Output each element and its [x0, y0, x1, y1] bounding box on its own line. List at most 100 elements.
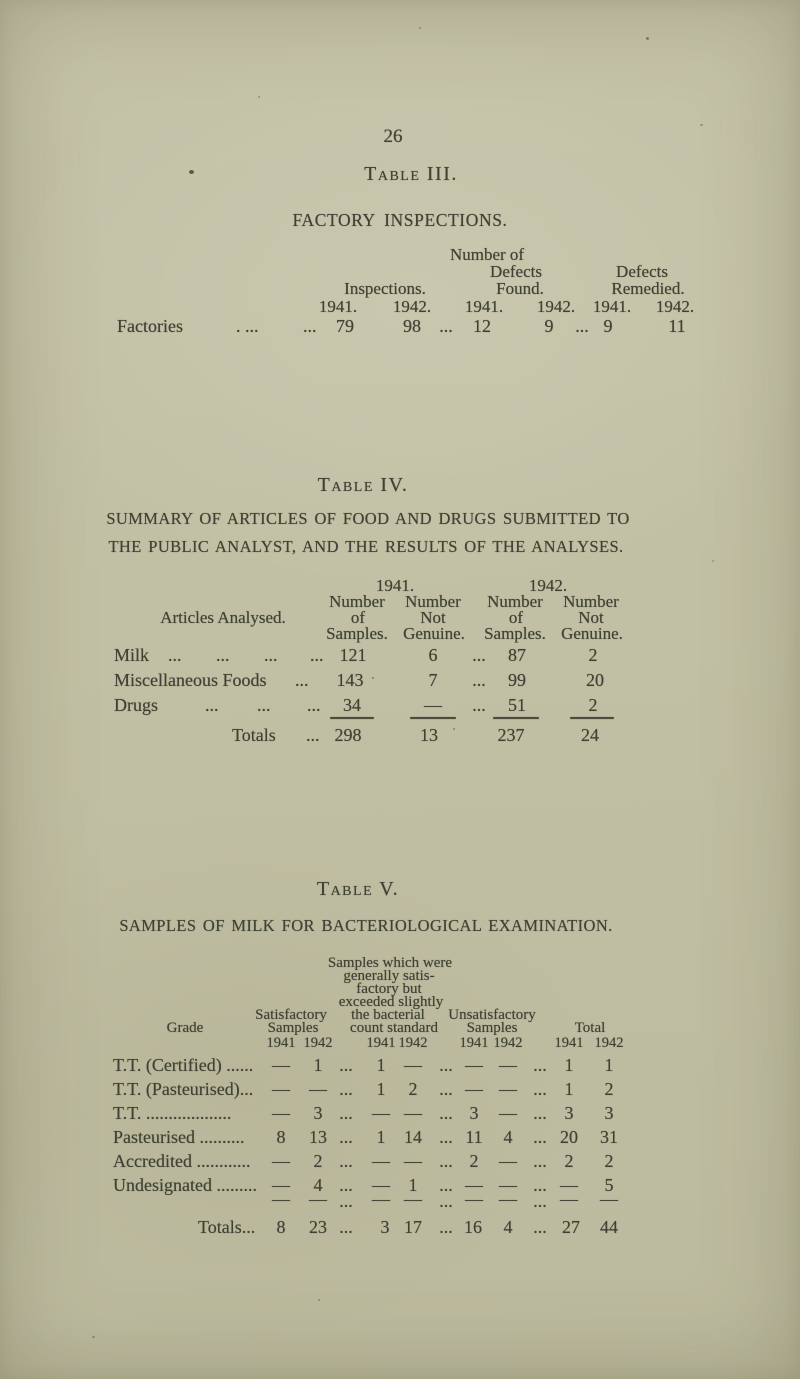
t5-cell: — — [272, 1079, 290, 1099]
t5-cell: 1 — [376, 1127, 386, 1147]
t5-row-label: Undesignated ......... — [113, 1175, 257, 1195]
t5-separator-dash: — — [272, 1189, 290, 1209]
t5-cell: 2 — [469, 1151, 479, 1171]
leader-dots: ... — [439, 1191, 453, 1211]
t4-subheader-number: Number — [405, 592, 461, 611]
leader-dots: ... — [339, 1079, 353, 1099]
t3-cell: 9 — [603, 316, 613, 336]
t5-cell: — — [499, 1151, 517, 1171]
t5-col-unsatisfactory-line: Samples — [466, 1020, 518, 1036]
t4-cell: 87 — [508, 645, 526, 665]
t3-cell: 9 — [544, 316, 554, 336]
t5-year: 1941 — [459, 1035, 489, 1051]
t4-total-cell: 298 — [334, 725, 362, 745]
t5-cell: 2 — [408, 1079, 418, 1099]
t5-cell: 11 — [465, 1127, 483, 1147]
t5-separator-dash: — — [499, 1189, 517, 1209]
t4-cell: 34 — [343, 695, 361, 715]
t3-cell: 98 — [403, 316, 421, 336]
t5-separator-dash: — — [372, 1189, 390, 1209]
t3-defects-remedied-line2: Remedied. — [611, 279, 685, 298]
page-number: 26 — [383, 126, 403, 147]
leader-dots: ... — [295, 670, 309, 690]
t4-total-cell: 13 — [420, 725, 438, 745]
leader-dots: ... — [216, 645, 230, 665]
t5-totals-label: Totals... — [198, 1217, 256, 1237]
t5-cell: — — [272, 1103, 290, 1123]
t5-total-cell: 44 — [600, 1217, 618, 1237]
table5-title: Table V. — [316, 878, 400, 900]
t5-year: 1941 — [366, 1035, 396, 1051]
t5-cell: — — [404, 1103, 422, 1123]
t5-cell: — — [404, 1151, 422, 1171]
t4-subheader-genuine: Genuine. — [403, 624, 465, 643]
ink-speck — [712, 560, 714, 562]
t5-separator-dash: — — [600, 1189, 618, 1209]
leader-dots: ... — [533, 1127, 547, 1147]
t5-row-label: Accredited ............ — [113, 1151, 251, 1171]
t5-separator-dash: — — [309, 1189, 327, 1209]
leader-dots: ... — [472, 695, 486, 715]
t3-year: 1942. — [536, 297, 576, 316]
t3-cell: 11 — [668, 316, 686, 336]
t4-subheader-not: Not — [420, 608, 446, 627]
leader-dots: ... — [307, 695, 321, 715]
t4-subheader-genuine: Genuine. — [561, 624, 623, 643]
t4-total-cell: 237 — [497, 725, 525, 745]
t5-cell: 3 — [604, 1103, 614, 1123]
t5-cell: 1 — [604, 1055, 614, 1075]
t5-year: 1941 — [554, 1035, 584, 1051]
t5-cell: 1 — [376, 1079, 386, 1099]
t5-cell: 2 — [313, 1151, 323, 1171]
t5-total-cell: 16 — [464, 1217, 482, 1237]
table5-heading: SAMPLES OF MILK FOR BACTERIOLOGICAL EXAM… — [119, 916, 613, 935]
t5-cell: — — [560, 1175, 578, 1195]
t5-cell: 14 — [404, 1127, 422, 1147]
t5-row-label: T.T. ................... — [113, 1103, 232, 1123]
t5-cell: 2 — [564, 1151, 574, 1171]
t5-cell: — — [372, 1103, 390, 1123]
ink-speck — [453, 728, 455, 730]
leader-dots: ... — [533, 1079, 547, 1099]
t4-cell: 51 — [508, 695, 526, 715]
leader-dots: ... — [439, 1217, 453, 1237]
leader-dots: ... — [439, 316, 453, 336]
totals-rule — [493, 717, 539, 719]
t5-cell: — — [499, 1103, 517, 1123]
leader-dots: ... — [439, 1055, 453, 1075]
leader-dots: ... — [533, 1055, 547, 1075]
t5-col-slightly-line: generally satis- — [343, 968, 435, 984]
t5-cell: — — [309, 1079, 327, 1099]
leader-dots: ... — [533, 1191, 547, 1211]
leader-dots: ... — [533, 1151, 547, 1171]
t5-cell: — — [372, 1151, 390, 1171]
t5-year: 1942 — [398, 1035, 428, 1051]
t5-total-cell: 17 — [404, 1217, 422, 1237]
t5-cell: 2 — [604, 1151, 614, 1171]
t4-subheader-not: Not — [578, 608, 604, 627]
t4-row-label: Drugs — [114, 695, 158, 715]
t5-cell: 2 — [604, 1079, 614, 1099]
t5-col-slightly-line: factory but — [356, 981, 422, 997]
t4-year-1942: 1942. — [528, 576, 568, 595]
leader-dots: ... — [533, 1217, 547, 1237]
t4-cell: 2 — [588, 695, 598, 715]
leader-dots: ... — [339, 1055, 353, 1075]
t4-cell: 6 — [428, 645, 438, 665]
leader-dots: ... — [264, 645, 278, 665]
t5-cell: — — [272, 1175, 290, 1195]
t4-cell: 99 — [508, 670, 526, 690]
t5-row-label: Pasteurised .......... — [113, 1127, 245, 1147]
t5-cell: 4 — [503, 1127, 513, 1147]
t3-cell: 79 — [336, 316, 354, 336]
t5-cell: — — [465, 1175, 483, 1195]
table4-heading-line1: SUMMARY OF ARTICLES OF FOOD AND DRUGS SU… — [106, 509, 630, 528]
t5-cell: 4 — [313, 1175, 323, 1195]
t4-cell: 7 — [428, 670, 438, 690]
table4-title: Table IV. — [317, 474, 409, 496]
ink-speck — [372, 677, 374, 679]
t5-col-slightly-line: exceeded slightly — [338, 994, 444, 1010]
